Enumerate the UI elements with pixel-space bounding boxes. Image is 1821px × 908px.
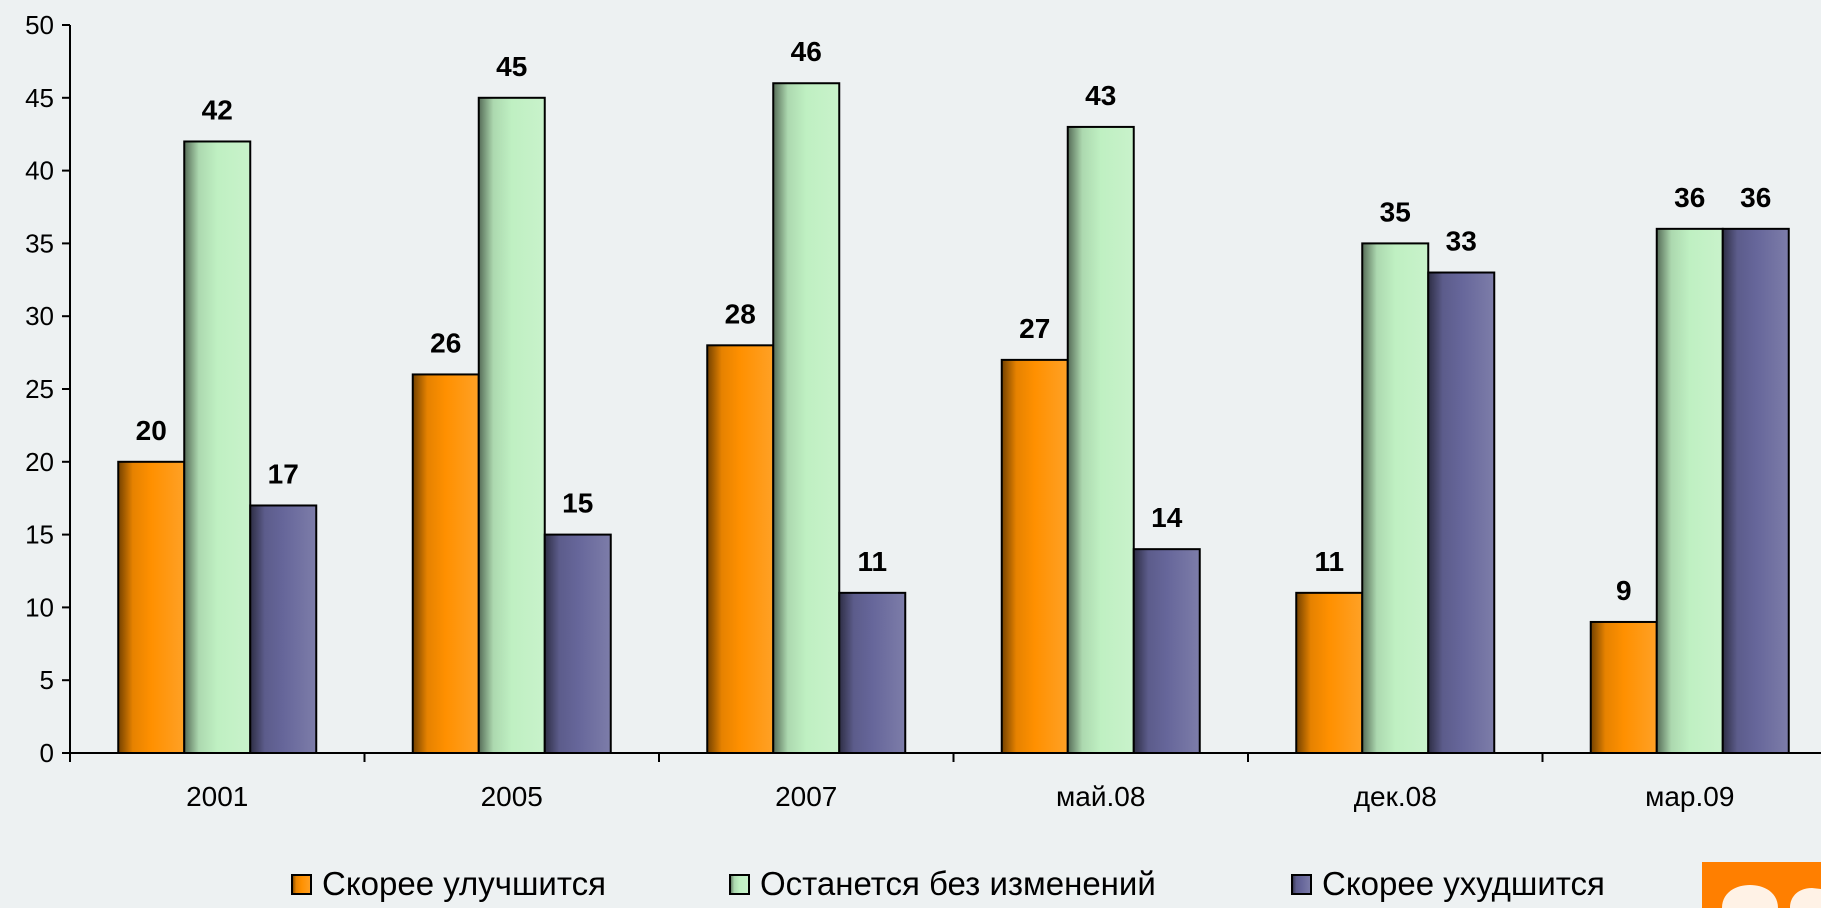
bar bbox=[1361, 242, 1430, 754]
bar bbox=[1066, 125, 1135, 755]
bar bbox=[1589, 620, 1658, 755]
data-label: 35 bbox=[1380, 196, 1411, 227]
data-label: 28 bbox=[725, 298, 756, 329]
legend-label: Останется без изменений bbox=[760, 865, 1156, 902]
y-tick-label: 30 bbox=[25, 301, 54, 331]
data-label: 27 bbox=[1019, 313, 1050, 344]
x-tick-label: май.08 bbox=[1056, 781, 1145, 812]
y-tick-label: 45 bbox=[25, 83, 54, 113]
bar bbox=[706, 344, 775, 754]
bar bbox=[1000, 358, 1069, 754]
x-tick-label: дек.08 bbox=[1354, 781, 1437, 812]
x-tick-label: 2005 bbox=[481, 781, 543, 812]
bar bbox=[1721, 227, 1790, 754]
bar bbox=[477, 96, 546, 755]
bar bbox=[183, 140, 252, 755]
bar bbox=[411, 373, 480, 754]
bar bbox=[1295, 591, 1364, 755]
y-tick-label: 0 bbox=[40, 738, 54, 768]
bar bbox=[772, 82, 841, 755]
y-tick-label: 25 bbox=[25, 374, 54, 404]
bar bbox=[543, 533, 612, 754]
data-label: 45 bbox=[496, 51, 527, 82]
legend-label: Скорее улучшится bbox=[322, 865, 606, 902]
x-tick-label: мар.09 bbox=[1645, 781, 1734, 812]
bar bbox=[1132, 548, 1201, 754]
y-tick-label: 20 bbox=[25, 447, 54, 477]
data-label: 15 bbox=[562, 488, 593, 519]
data-label: 36 bbox=[1740, 182, 1771, 213]
data-label: 20 bbox=[136, 415, 167, 446]
legend-label: Скорее ухудшится bbox=[1322, 865, 1605, 902]
legend-swatch bbox=[1291, 874, 1312, 895]
y-tick-label: 10 bbox=[25, 592, 54, 622]
data-label: 43 bbox=[1085, 80, 1116, 111]
bar bbox=[1655, 227, 1724, 754]
data-label: 17 bbox=[268, 458, 299, 489]
data-label: 33 bbox=[1446, 226, 1477, 257]
logo-mark bbox=[1722, 885, 1821, 908]
bar bbox=[249, 504, 318, 755]
bar bbox=[117, 460, 186, 754]
bar bbox=[838, 591, 907, 755]
x-tick-label: 2007 bbox=[775, 781, 837, 812]
y-tick-label: 5 bbox=[40, 665, 54, 695]
data-label: 9 bbox=[1616, 575, 1632, 606]
bar bbox=[1427, 271, 1496, 754]
data-label: 14 bbox=[1151, 502, 1183, 533]
data-label: 11 bbox=[857, 546, 887, 577]
legend-swatch bbox=[291, 874, 312, 895]
y-tick-label: 40 bbox=[25, 156, 54, 186]
data-label: 11 bbox=[1314, 546, 1344, 577]
legend-swatch bbox=[729, 874, 750, 895]
data-label: 36 bbox=[1674, 182, 1705, 213]
y-tick-label: 15 bbox=[25, 520, 54, 550]
data-label: 26 bbox=[430, 327, 461, 358]
data-label: 42 bbox=[202, 94, 233, 125]
data-label: 46 bbox=[791, 36, 822, 67]
y-tick-label: 35 bbox=[25, 228, 54, 258]
y-tick-label: 50 bbox=[25, 10, 54, 40]
x-tick-label: 2001 bbox=[186, 781, 248, 812]
